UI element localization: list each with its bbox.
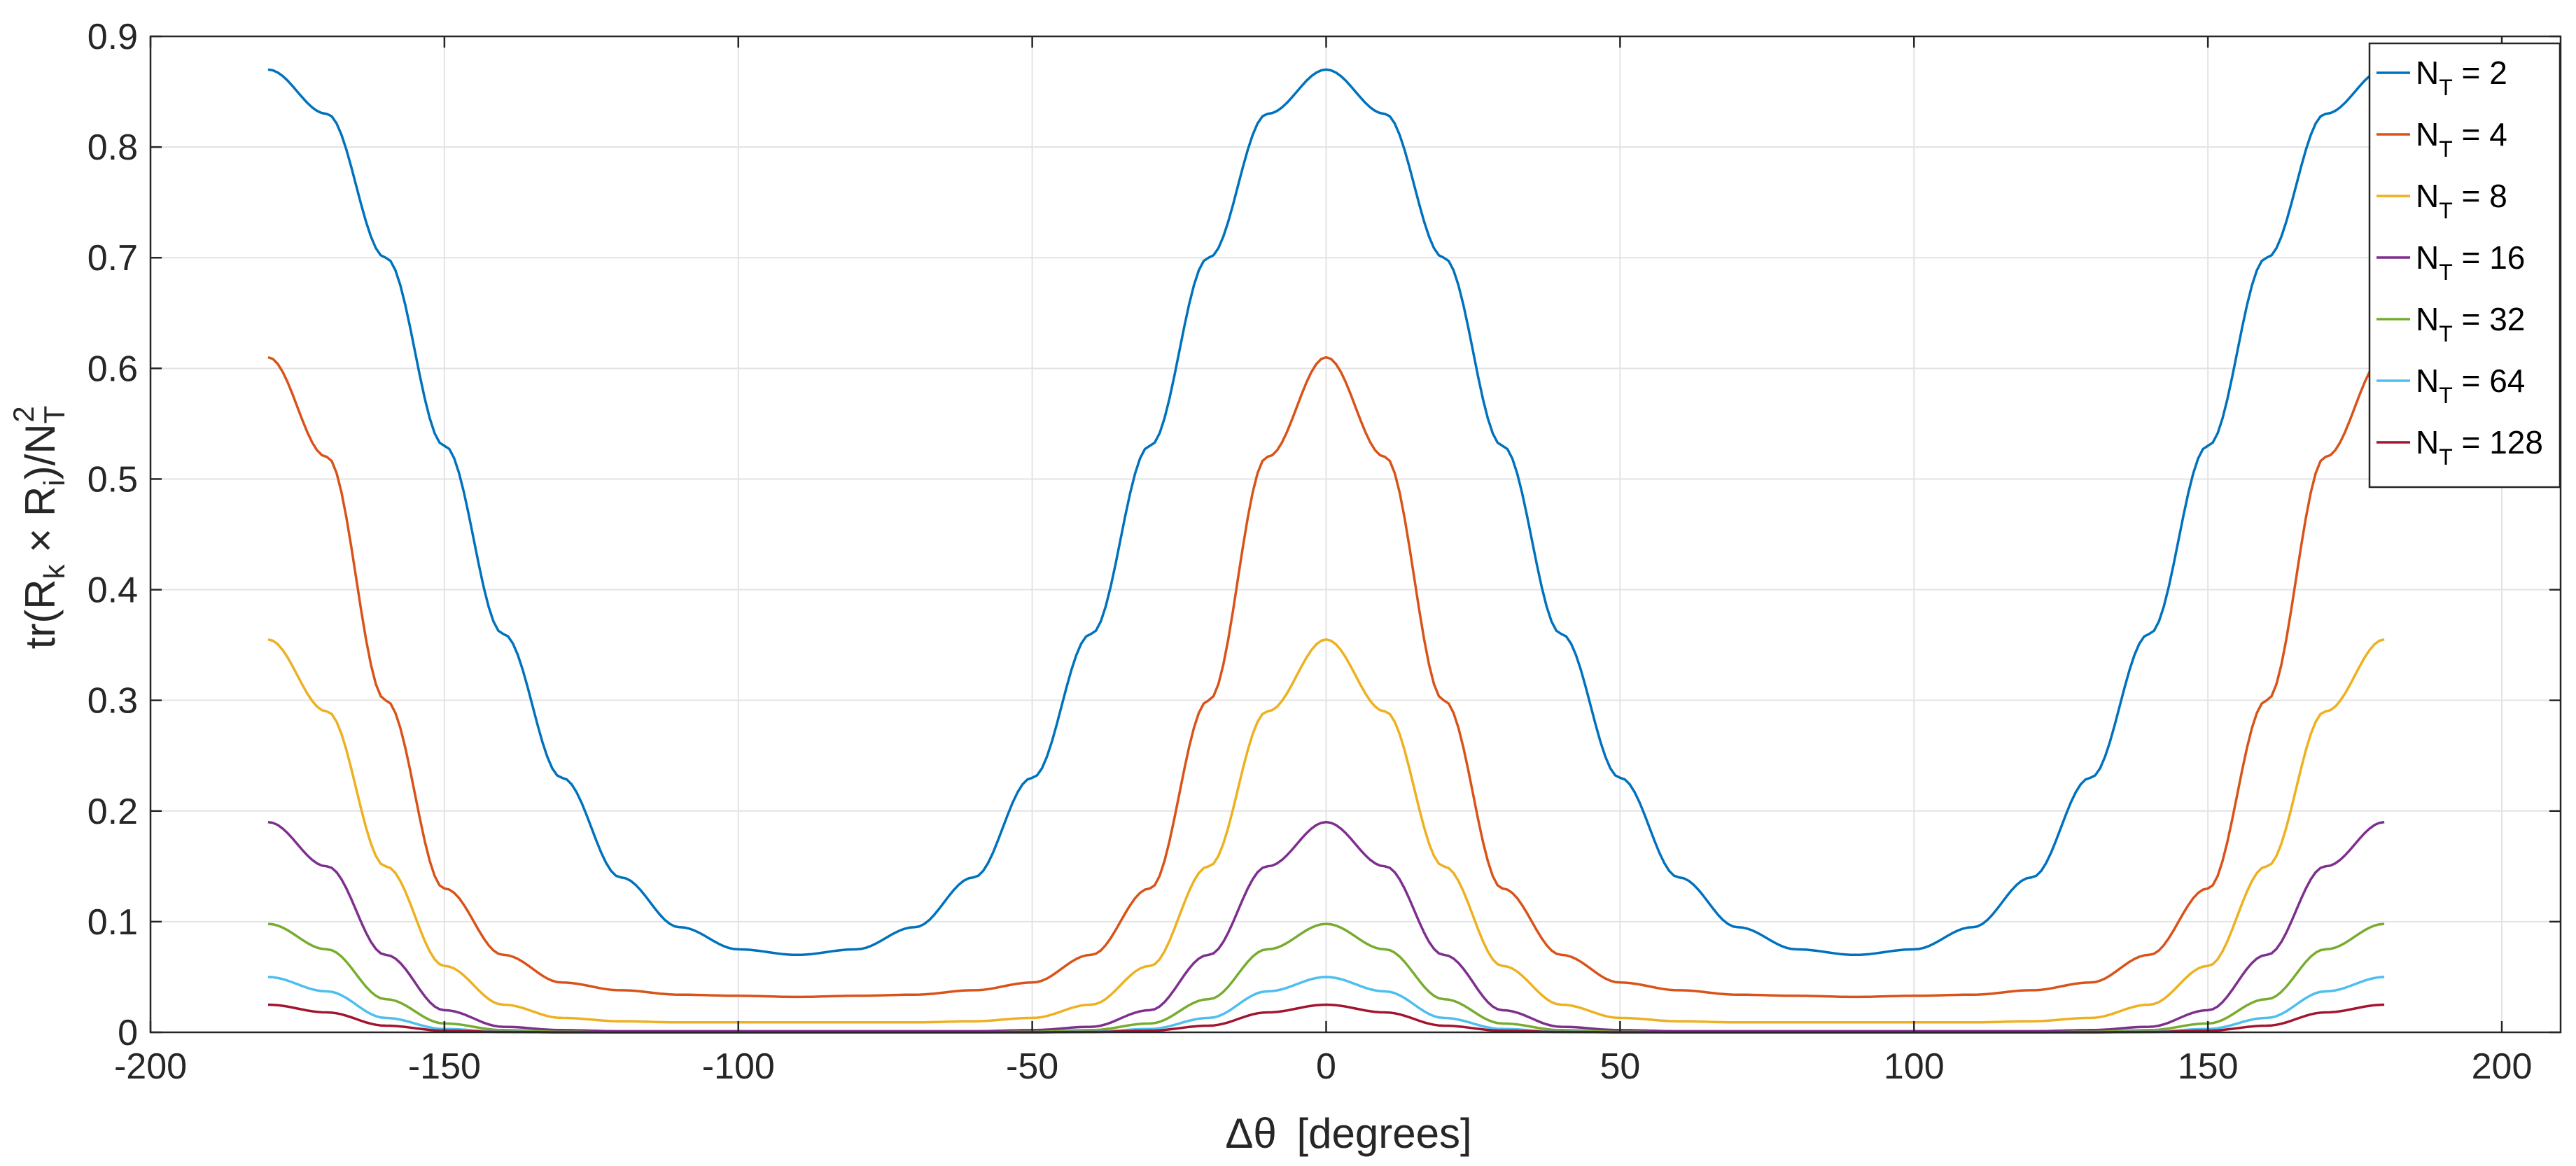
- x-tick-label: -200: [114, 1046, 187, 1087]
- series-line-2: [267, 356, 2385, 999]
- y-tick-label: 0.3: [88, 681, 138, 722]
- legend-entry-4: NT = 16: [2416, 239, 2525, 285]
- legend-entry-value: = 2: [2453, 55, 2507, 91]
- legend-entry-1: NT = 2: [2416, 55, 2507, 100]
- legend-entry-symbol: N: [2416, 301, 2439, 337]
- legend-entry-value: = 16: [2453, 239, 2526, 276]
- legend-entry-symbol: N: [2416, 178, 2439, 214]
- legend-entry-subscript: T: [2439, 383, 2453, 408]
- legend-entry-7: NT = 128: [2416, 424, 2543, 470]
- y-tick-label: 0.5: [88, 459, 138, 500]
- legend-entry-5: NT = 32: [2416, 301, 2525, 346]
- y-tick-label: 0.2: [88, 792, 138, 832]
- y-tick-label: 0.1: [88, 902, 138, 943]
- grid-lines: [150, 36, 2561, 1033]
- y-tick-label: 0.6: [88, 349, 138, 389]
- legend-entry-subscript: T: [2439, 136, 2453, 162]
- y-axis-label-sub-i: i: [38, 479, 71, 486]
- legend-box: [2368, 42, 2561, 489]
- series-line-3: [267, 638, 2385, 1024]
- legend-entry-value: = 64: [2453, 363, 2526, 399]
- x-tick-label: 50: [1600, 1046, 1640, 1087]
- axis-ticks: [149, 35, 2561, 1034]
- series-line-1: [267, 68, 2385, 957]
- legend-entry-value: = 8: [2453, 178, 2507, 214]
- legend-entry-3: NT = 8: [2416, 178, 2507, 223]
- x-axis-label-symbol: Δθ: [1225, 1110, 1276, 1157]
- legend-entry-6: NT = 64: [2416, 363, 2525, 408]
- x-tick-label: 200: [2472, 1046, 2533, 1087]
- plot-frame: [149, 35, 2562, 1034]
- x-tick-label: 150: [2178, 1046, 2239, 1087]
- y-axis-label: tr(Rk × Ri)/NT2: [7, 406, 71, 649]
- y-axis-label-sup-2: 2: [7, 406, 40, 422]
- y-tick-label: 0.8: [88, 127, 138, 168]
- legend-entry-value: = 32: [2453, 301, 2526, 337]
- legend-entry-symbol: N: [2416, 239, 2439, 276]
- legend-entry-symbol: N: [2416, 424, 2439, 461]
- x-tick-label: -50: [1006, 1046, 1058, 1087]
- x-tick-labels: -200 -150 -100 -50 0 50 100 150 200: [114, 1046, 2532, 1087]
- y-axis-label-mid: × R: [17, 486, 64, 565]
- legend-entry-symbol: N: [2416, 55, 2439, 91]
- legend-entry-subscript: T: [2439, 198, 2453, 223]
- y-tick-label: 0.4: [88, 570, 138, 611]
- y-axis-label-prefix: tr(R: [17, 579, 64, 649]
- x-tick-label: 0: [1316, 1046, 1336, 1087]
- x-tick-label: 100: [1884, 1046, 1945, 1087]
- x-axis-label: Δθ [degrees]: [1225, 1110, 1471, 1157]
- y-axis-label-sub-k: k: [38, 563, 71, 579]
- y-axis-label-post: )/N: [17, 423, 64, 479]
- legend-entry-subscript: T: [2439, 75, 2453, 100]
- y-tick-label: 0: [118, 1013, 138, 1053]
- x-tick-label: -150: [408, 1046, 481, 1087]
- legend-entry-subscript: T: [2439, 260, 2453, 285]
- legend-entry-subscript: T: [2439, 321, 2453, 346]
- legend-entry-subscript: T: [2439, 444, 2453, 470]
- legend-entry-2: NT = 4: [2416, 116, 2507, 162]
- y-tick-label: 0.7: [88, 238, 138, 279]
- y-tick-label: 0.9: [88, 17, 138, 57]
- x-axis-label-unit: [degrees]: [1296, 1110, 1471, 1157]
- x-tick-label: -100: [702, 1046, 775, 1087]
- legend-entry-symbol: N: [2416, 363, 2439, 399]
- y-tick-labels: 0 0.1 0.2 0.3 0.4 0.5 0.6 0.7 0.8 0.9: [88, 17, 138, 1053]
- legend-entry-value: = 4: [2453, 116, 2507, 153]
- y-axis-label-sub-t: T: [38, 406, 71, 424]
- legend-entry-value: = 128: [2453, 424, 2543, 461]
- legend-entry-symbol: N: [2416, 116, 2439, 153]
